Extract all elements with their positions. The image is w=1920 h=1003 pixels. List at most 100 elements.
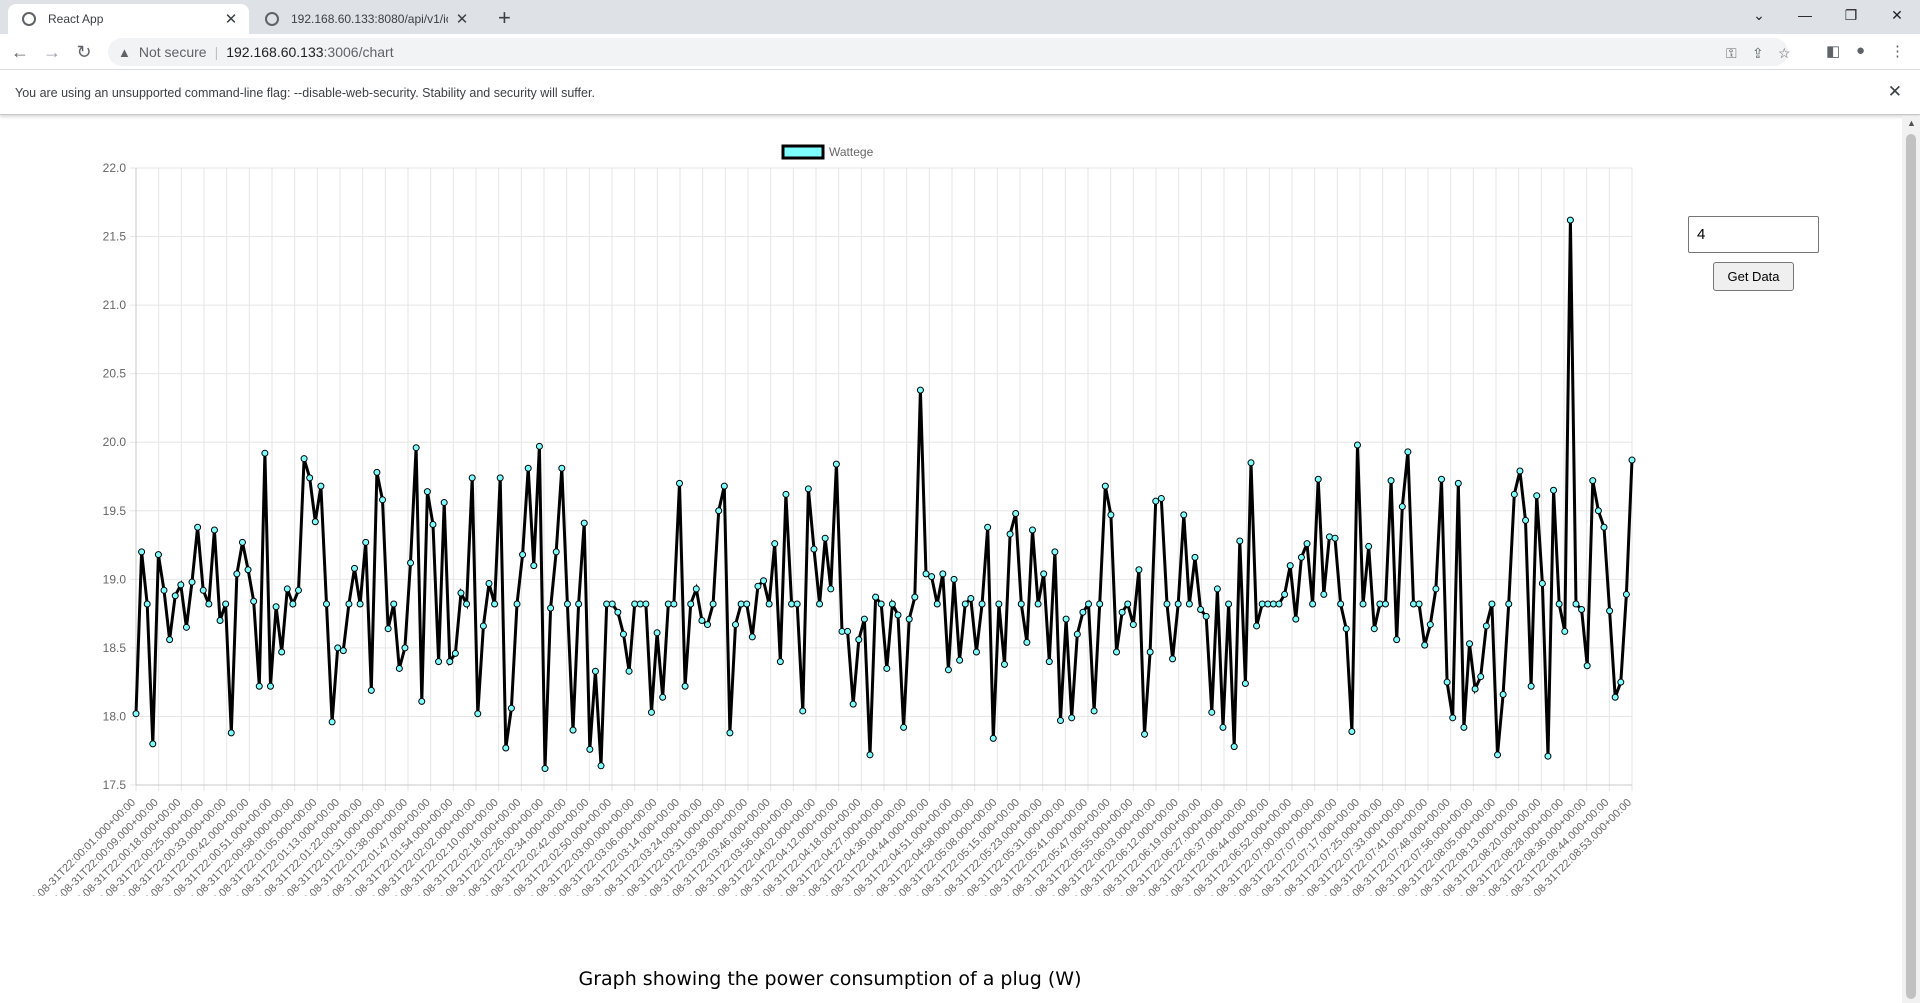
data-point — [1303, 540, 1311, 548]
data-point — [1090, 707, 1098, 715]
scrollbar-thumb[interactable] — [1906, 134, 1916, 999]
data-point — [580, 519, 588, 527]
data-point — [821, 534, 829, 542]
data-point — [1477, 673, 1485, 681]
data-point — [255, 682, 263, 690]
data-point — [743, 600, 751, 608]
divider: | — [214, 44, 219, 60]
data-point — [474, 710, 482, 718]
data-point — [244, 566, 252, 574]
vertical-scrollbar[interactable]: ▲ — [1902, 116, 1920, 1003]
bookmark-star-icon[interactable]: ☆ — [1778, 45, 1791, 61]
data-point — [967, 595, 975, 603]
data-point — [496, 474, 504, 482]
menu-kebab-icon[interactable]: ⋮ — [1890, 43, 1905, 60]
tab-api[interactable]: 192.168.60.133:8080/api/v1/iotd ✕ — [251, 4, 480, 34]
data-point — [1213, 585, 1221, 593]
data-point — [1460, 723, 1468, 731]
data-point — [272, 603, 280, 611]
tab-title: React App — [48, 12, 104, 26]
data-point — [849, 700, 857, 708]
data-point — [894, 611, 902, 619]
data-point — [266, 682, 274, 690]
data-point — [1578, 605, 1586, 613]
data-point — [1174, 600, 1182, 608]
data-point — [956, 656, 964, 664]
data-point — [1471, 685, 1479, 693]
data-point — [1146, 648, 1154, 656]
data-point — [1169, 655, 1177, 663]
get-data-button[interactable]: Get Data — [1713, 262, 1794, 291]
close-tab-icon[interactable]: ✕ — [455, 11, 469, 28]
data-point — [1516, 467, 1524, 475]
data-point — [1286, 562, 1294, 570]
data-point — [485, 579, 493, 587]
forward-icon[interactable]: → — [43, 41, 61, 62]
data-point — [950, 575, 958, 583]
scroll-up-icon[interactable]: ▲ — [1907, 118, 1916, 128]
data-point — [1253, 622, 1261, 630]
data-point — [1583, 662, 1591, 670]
page-content: 22.0 21.5 21.0 20.5 20.0 19.5 19.0 18.5 18.0 17.5… — [0, 116, 1902, 1003]
address-bar[interactable]: ▲ Not secure | 192.168.60.133:3006/chart… — [108, 38, 1791, 66]
data-point — [855, 636, 863, 644]
data-point — [1118, 608, 1126, 616]
minimize-button[interactable]: — — [1798, 7, 1812, 23]
data-point — [720, 482, 728, 490]
restore-button[interactable]: ❐ — [1844, 6, 1858, 23]
data-point — [1331, 534, 1339, 542]
data-point — [233, 570, 241, 578]
data-point — [149, 740, 157, 748]
data-point — [799, 707, 807, 715]
tab-react-app[interactable]: React App ✕ — [8, 4, 249, 34]
data-point — [1454, 479, 1462, 487]
data-point — [1628, 456, 1636, 464]
profile-icon[interactable]: ● — [1856, 42, 1866, 59]
data-point — [1141, 730, 1149, 738]
data-point — [339, 647, 347, 655]
new-tab-button[interactable]: + — [498, 5, 511, 30]
data-point — [922, 570, 930, 578]
data-point — [928, 573, 936, 581]
data-point — [1096, 600, 1104, 608]
back-icon[interactable]: ← — [11, 41, 29, 62]
data-point — [1510, 490, 1518, 498]
data-point — [1381, 600, 1389, 608]
data-point — [586, 745, 594, 753]
data-point — [446, 658, 454, 666]
data-point — [603, 600, 611, 608]
reload-icon[interactable]: ↻ — [76, 41, 92, 62]
data-point — [1045, 658, 1053, 666]
side-panel-icon[interactable]: ◧ — [1826, 43, 1841, 60]
data-point — [1241, 680, 1249, 688]
data-point — [535, 442, 543, 450]
data-point — [608, 600, 616, 608]
tab-search-icon[interactable]: ⌄ — [1753, 6, 1765, 23]
share-icon[interactable]: ⇪ — [1752, 45, 1764, 61]
data-point — [636, 600, 644, 608]
data-point — [670, 600, 678, 608]
data-point — [513, 600, 521, 608]
data-point — [1499, 691, 1507, 699]
data-point — [423, 488, 431, 496]
data-point — [289, 600, 297, 608]
data-point — [440, 499, 448, 507]
data-point — [961, 600, 969, 608]
data-point — [1437, 475, 1445, 483]
close-infobar-icon[interactable]: ✕ — [1887, 82, 1902, 101]
data-point — [732, 621, 740, 629]
data-point — [1566, 216, 1574, 224]
close-tab-icon[interactable]: ✕ — [224, 11, 238, 28]
data-point — [1056, 717, 1064, 725]
window-close-button[interactable]: ✕ — [1891, 6, 1903, 23]
count-input[interactable] — [1688, 216, 1819, 253]
key-icon[interactable]: ⚿ — [1726, 45, 1737, 61]
data-point — [1191, 553, 1199, 561]
data-point — [888, 600, 896, 608]
data-point — [939, 570, 947, 578]
data-point — [692, 585, 700, 593]
data-point — [569, 726, 577, 734]
data-point — [911, 593, 919, 601]
globe-icon — [22, 12, 36, 26]
data-point — [1325, 533, 1333, 541]
